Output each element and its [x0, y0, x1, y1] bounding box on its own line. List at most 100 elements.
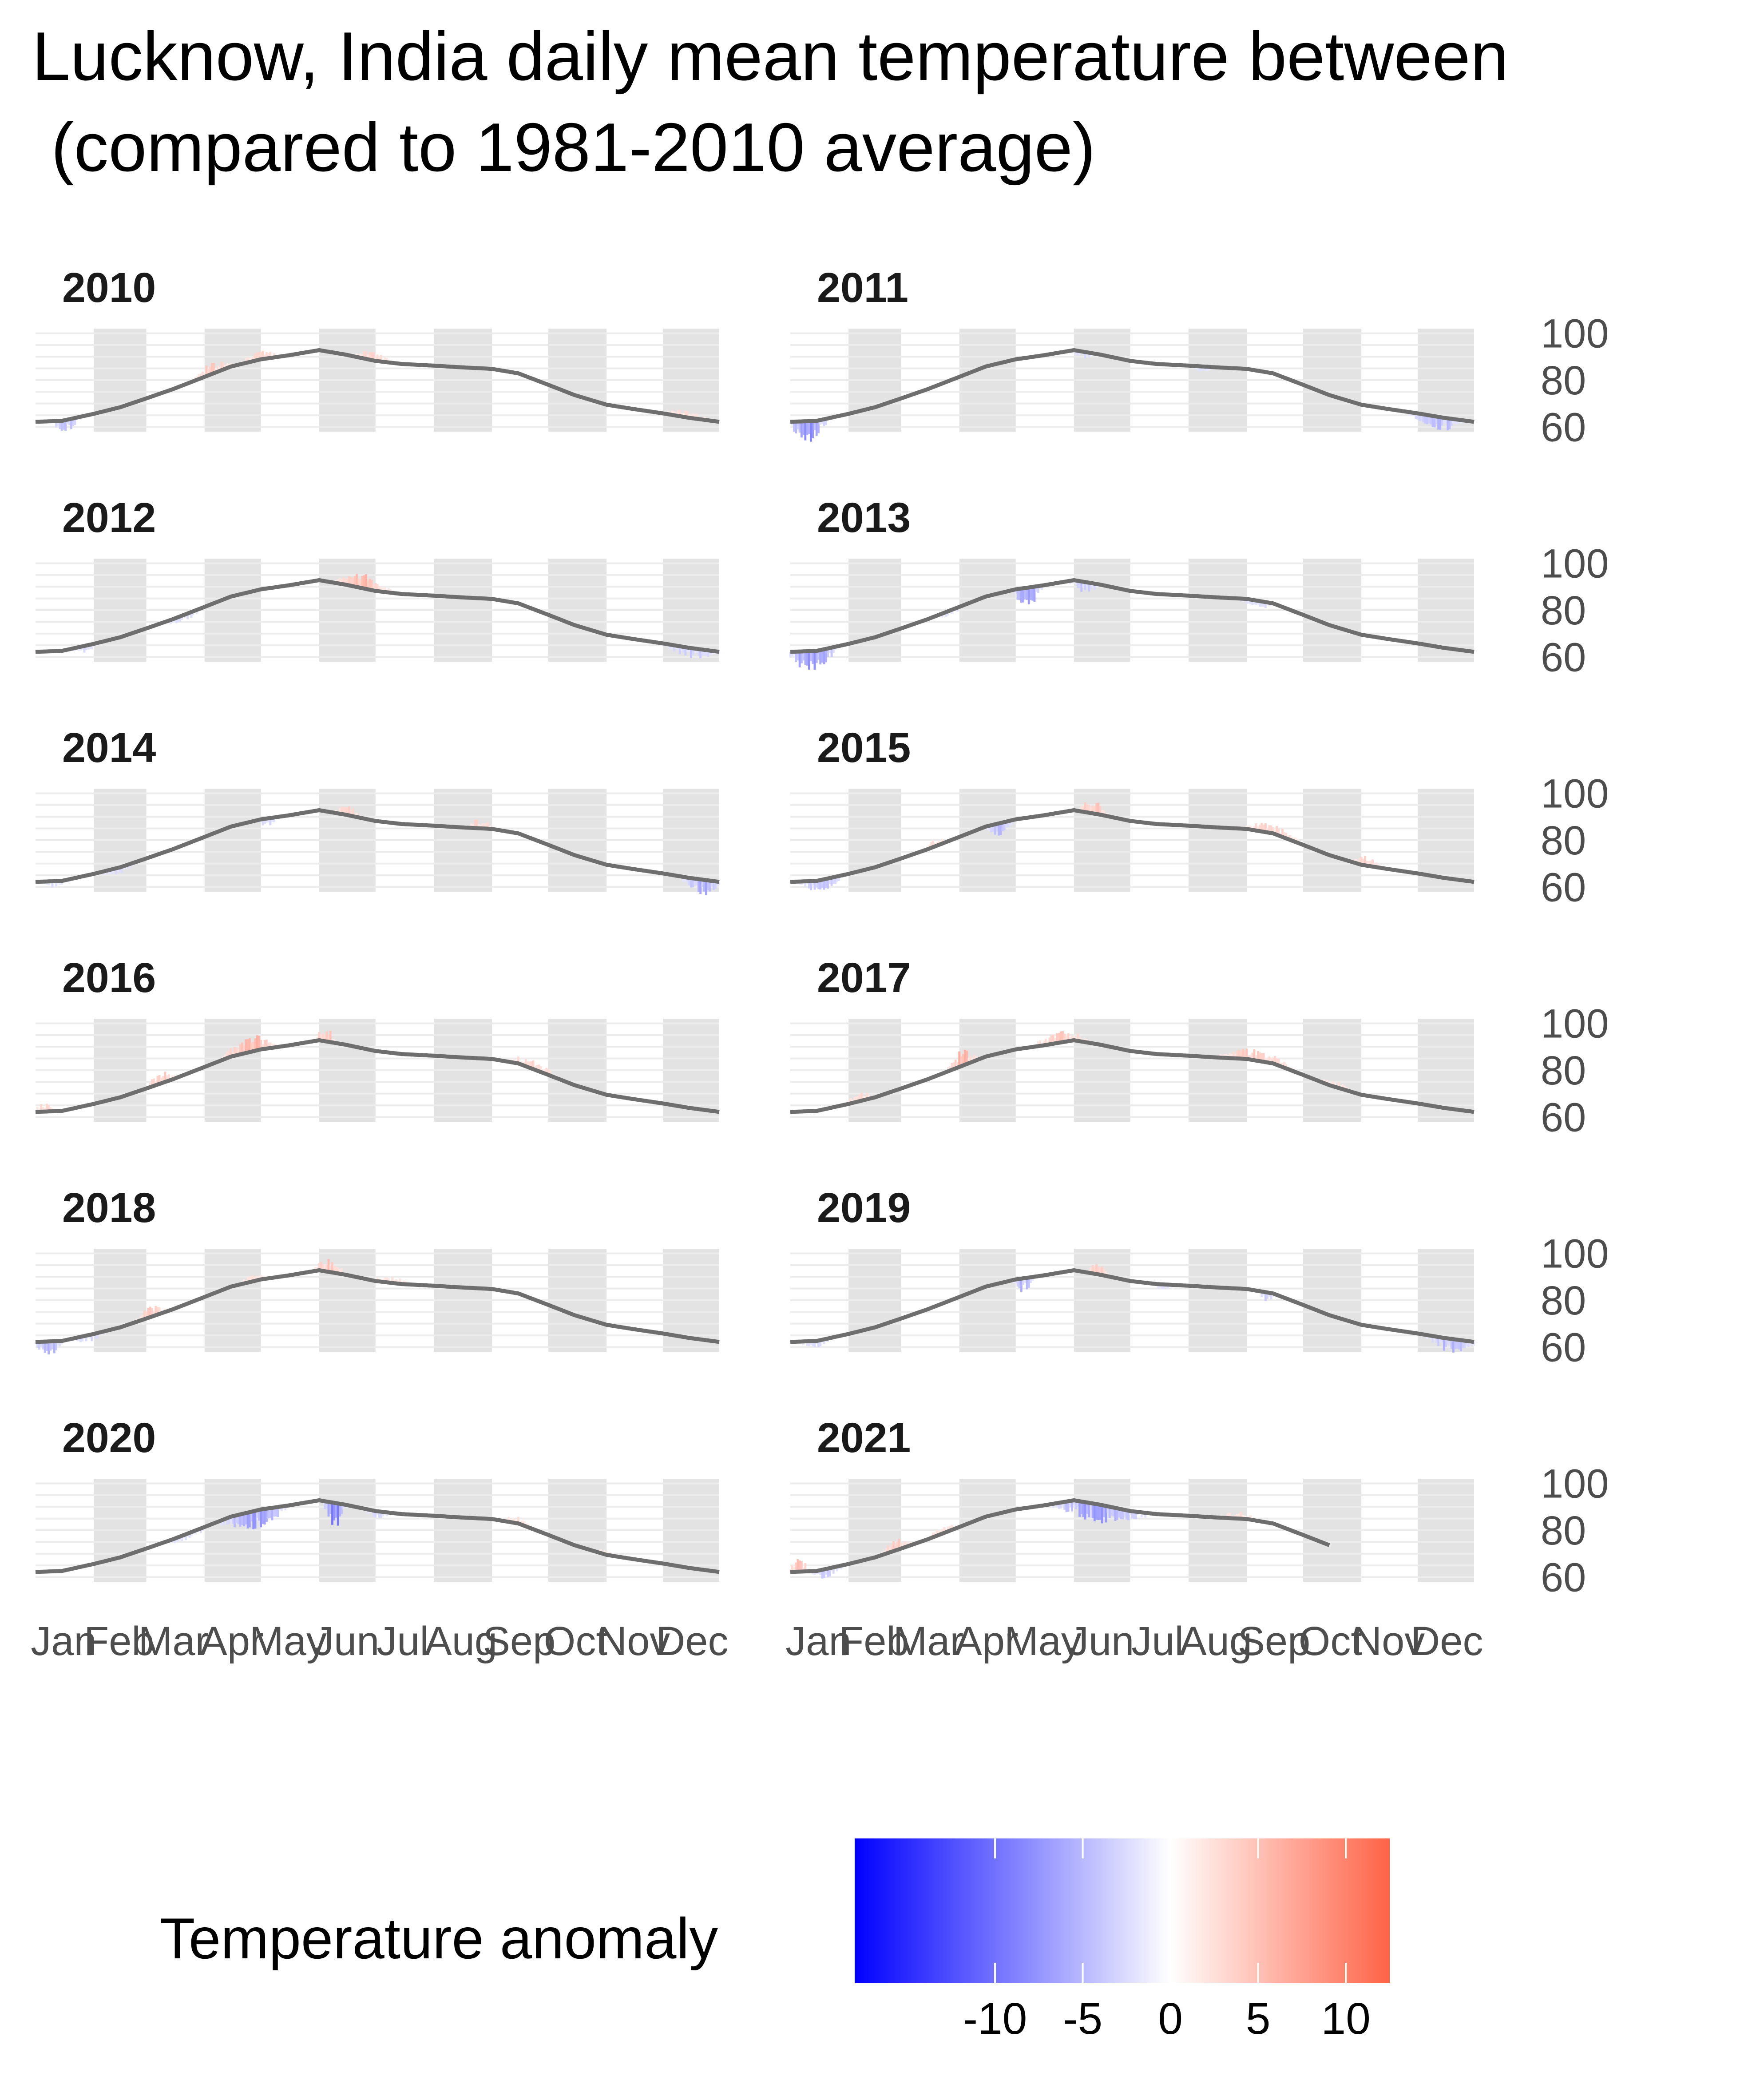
y-tick-label: 100: [1541, 311, 1609, 357]
anomaly-bar: [838, 876, 840, 881]
anomaly-bar: [1253, 600, 1256, 605]
anomaly-bar: [321, 1033, 324, 1041]
anomaly-bar: [1454, 419, 1457, 424]
anomaly-bar: [1262, 824, 1265, 832]
anomaly-bar: [1018, 588, 1021, 600]
anomaly-bar: [1242, 1049, 1245, 1059]
anomaly-bar: [254, 1511, 257, 1529]
anomaly-bar: [1251, 599, 1254, 605]
anomaly-bar: [673, 645, 675, 652]
anomaly-bar: [267, 818, 270, 822]
anomaly-bar: [226, 1518, 228, 1525]
anomaly-bar: [1059, 1502, 1062, 1509]
anomaly-bar: [1283, 1062, 1286, 1068]
anomaly-bar: [1088, 805, 1090, 813]
anomaly-bar: [527, 1061, 529, 1067]
anomaly-bar: [1249, 1515, 1252, 1520]
anomaly-bar: [89, 644, 91, 649]
anomaly-bar: [1448, 1338, 1451, 1345]
anomaly-bar: [1091, 1265, 1094, 1274]
anomaly-bar: [198, 374, 200, 379]
anomaly-bar: [1244, 1050, 1246, 1059]
anomaly-bar: [269, 351, 272, 358]
anomaly-bar: [373, 584, 375, 591]
anomaly-bar: [387, 1278, 390, 1283]
anomaly-bar: [947, 1526, 949, 1532]
y-tick-label: 80: [1541, 1278, 1586, 1323]
anomaly-bar: [1001, 822, 1004, 832]
anomaly-bar: [1247, 599, 1250, 604]
anomaly-bar: [1255, 1055, 1257, 1061]
anomaly-bar: [1435, 1337, 1438, 1343]
anomaly-bar: [688, 877, 690, 885]
anomaly-bar: [1456, 1339, 1459, 1349]
anomaly-bar: [338, 808, 341, 814]
anomaly-bar: [1161, 1284, 1164, 1290]
anomaly-bar: [1445, 1338, 1447, 1347]
anomaly-bar: [205, 365, 208, 376]
anomaly-bar: [513, 1518, 516, 1523]
anomaly-bar: [248, 1512, 251, 1528]
anomaly-bar: [365, 574, 368, 589]
anomaly-bar: [1007, 821, 1010, 827]
anomaly-bar: [1341, 1084, 1344, 1089]
anomaly-bar: [813, 651, 816, 670]
anomaly-bar: [376, 354, 379, 361]
anomaly-bar: [325, 1031, 328, 1042]
anomaly-bar: [1093, 806, 1096, 814]
anomaly-bar: [521, 1520, 523, 1525]
anomaly-bar: [356, 574, 358, 587]
anomaly-bar: [1054, 1038, 1056, 1044]
anomaly-bar: [804, 651, 807, 665]
anomaly-bar: [1091, 806, 1094, 814]
anomaly-bar: [1052, 1504, 1054, 1509]
anomaly-bar: [262, 819, 264, 826]
anomaly-bar: [380, 1512, 382, 1518]
anomaly-bar: [1042, 1040, 1045, 1045]
anomaly-bar: [36, 1342, 39, 1348]
y-tick-label: 60: [1541, 1555, 1586, 1600]
anomaly-bar: [1452, 1339, 1455, 1353]
anomaly-bar: [335, 1266, 337, 1273]
anomaly-bar: [248, 1276, 251, 1282]
anomaly-bar: [346, 578, 349, 585]
anomaly-bar: [806, 651, 809, 666]
anomaly-bar: [1458, 1340, 1460, 1350]
anomaly-bar: [856, 1096, 859, 1102]
anomaly-bar: [692, 878, 694, 888]
anomaly-bar: [391, 1277, 394, 1283]
anomaly-bar: [992, 825, 995, 832]
anomaly-bar: [1114, 1508, 1117, 1521]
anomaly-bar: [692, 648, 694, 655]
anomaly-bar: [703, 650, 706, 655]
anomaly-bar: [481, 823, 484, 829]
anomaly-bar: [1420, 414, 1423, 421]
anomaly-bar: [684, 410, 687, 417]
anomaly-bar: [995, 824, 998, 832]
anomaly-bar: [1091, 1503, 1094, 1518]
anomaly-bar: [267, 353, 270, 358]
anomaly-bar: [1260, 823, 1263, 832]
anomaly-bar: [241, 1514, 243, 1525]
anomaly-bar: [331, 1502, 333, 1525]
anomaly-bar: [1020, 1278, 1023, 1292]
x-tick-label: Jun: [313, 1619, 379, 1664]
anomaly-bar: [1416, 413, 1419, 420]
anomaly-bar: [1099, 806, 1102, 815]
anomaly-bar: [167, 1074, 170, 1081]
anomaly-bar: [716, 881, 719, 886]
x-tick-label: Apr: [955, 1619, 1019, 1664]
anomaly-bar: [1044, 1039, 1047, 1045]
anomaly-bar: [962, 1054, 964, 1066]
anomaly-bar: [797, 1559, 799, 1572]
anomaly-bar: [1266, 1292, 1269, 1299]
anomaly-bar: [969, 1056, 972, 1063]
anomaly-bar: [994, 824, 996, 835]
anomaly-bar: [474, 819, 476, 828]
anomaly-bar: [342, 577, 345, 584]
anomaly-bar: [472, 824, 475, 828]
anomaly-bar: [250, 1512, 253, 1521]
anomaly-bar: [827, 648, 829, 658]
facet-strip-label: 2011: [817, 264, 908, 311]
y-tick-label: 80: [1541, 588, 1586, 633]
